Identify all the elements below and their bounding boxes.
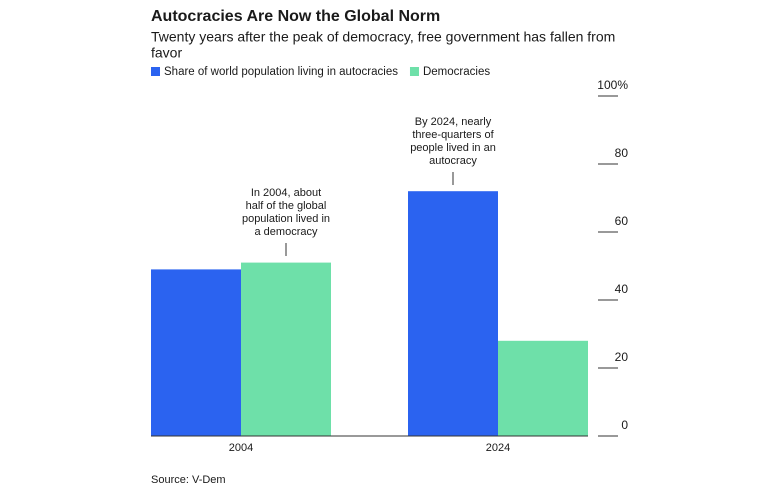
annotation: a democracy [255, 226, 318, 238]
bar [408, 191, 498, 436]
chart-subtitle: Twenty years after the peak of democracy… [151, 29, 615, 45]
x-tick-label: 2004 [229, 442, 253, 454]
legend-label: Democracies [423, 66, 490, 78]
y-tick-label: 100% [597, 78, 628, 92]
annotation: half of the global [246, 200, 327, 212]
bar [241, 262, 331, 436]
annotation: By 2024, nearly [415, 116, 492, 128]
chart-subtitle: favor [151, 45, 182, 61]
y-tick-label: 20 [615, 350, 629, 364]
y-tick-label: 80 [615, 146, 629, 160]
bar [151, 269, 241, 436]
legend-swatch [151, 67, 160, 76]
annotation: population lived in [242, 213, 330, 225]
annotation: In 2004, about [251, 187, 321, 199]
x-tick-label: 2024 [486, 442, 510, 454]
annotation: autocracy [429, 155, 477, 167]
y-tick-label: 60 [615, 214, 629, 228]
chart-title: Autocracies Are Now the Global Norm [151, 8, 440, 25]
annotation: three-quarters of [412, 129, 494, 141]
bar [498, 340, 588, 436]
legend-swatch [409, 67, 419, 76]
annotation: people lived in an [410, 142, 496, 154]
y-tick-label: 40 [615, 282, 629, 296]
source: Source: V-Dem [151, 474, 226, 486]
y-tick-label: 0 [621, 418, 628, 432]
legend-label: Share of world population living in auto… [164, 66, 398, 78]
